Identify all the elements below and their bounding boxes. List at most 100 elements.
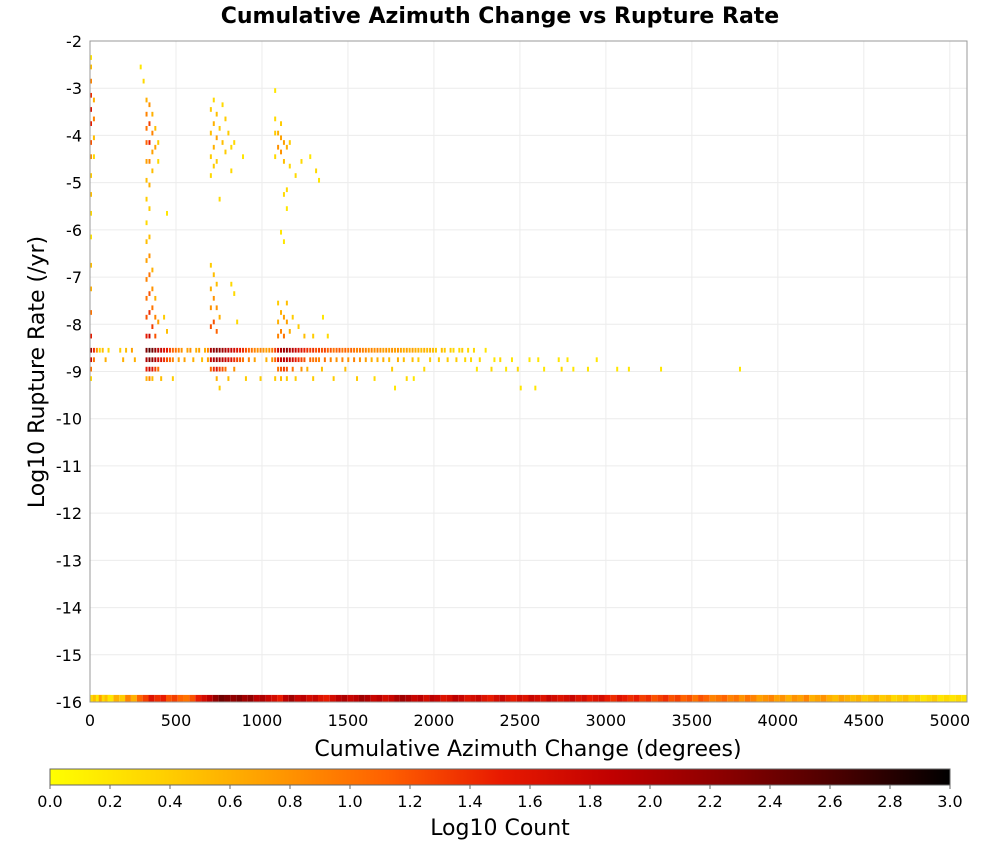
heatmap-cell bbox=[171, 376, 174, 381]
heatmap-cell bbox=[282, 192, 285, 197]
heatmap-band-cell bbox=[405, 694, 412, 702]
heatmap-cell bbox=[90, 55, 92, 60]
heatmap-cell bbox=[341, 347, 344, 353]
heatmap-cell bbox=[236, 347, 239, 353]
heatmap-cell bbox=[426, 347, 429, 353]
heatmap-cell bbox=[320, 347, 323, 353]
colorbar-tick-label: 0.0 bbox=[37, 792, 62, 811]
heatmap-band-cell bbox=[610, 694, 617, 702]
heatmap-band-cell bbox=[394, 694, 400, 702]
heatmap-cell bbox=[335, 347, 338, 353]
heatmap-cell bbox=[534, 385, 537, 391]
heatmap-band-cell bbox=[668, 694, 675, 702]
heatmap-band-cell bbox=[353, 694, 359, 702]
colorbar-label: Log10 Count bbox=[430, 816, 570, 841]
heatmap-cell bbox=[411, 347, 414, 353]
heatmap-cell bbox=[90, 357, 92, 363]
heatmap-cell bbox=[385, 347, 388, 353]
heatmap-cell bbox=[285, 144, 288, 150]
heatmap-cell bbox=[230, 357, 233, 363]
heatmap-cell bbox=[376, 347, 379, 353]
heatmap-cell bbox=[312, 357, 315, 363]
heatmap-cell bbox=[90, 64, 92, 70]
heatmap-band-cell bbox=[154, 694, 161, 702]
heatmap-band-cell bbox=[756, 694, 763, 702]
heatmap-cell bbox=[209, 357, 212, 363]
heatmap-band-cell bbox=[931, 694, 938, 702]
heatmap-cell bbox=[294, 173, 297, 178]
colorbar-tick-label: 2.2 bbox=[697, 792, 722, 811]
heatmap-cell bbox=[218, 125, 221, 131]
y-axis-label: Log10 Rupture Rate (/yr) bbox=[25, 236, 50, 508]
heatmap-band-cell bbox=[803, 694, 810, 702]
heatmap-cells bbox=[90, 55, 967, 702]
heatmap-cell bbox=[274, 376, 277, 381]
heatmap-cell bbox=[209, 347, 212, 353]
heatmap-band-cell bbox=[493, 694, 500, 702]
heatmap-band-cell bbox=[399, 694, 406, 702]
heatmap-cell bbox=[177, 357, 180, 363]
heatmap-cell bbox=[233, 366, 236, 372]
heatmap-cell bbox=[259, 347, 262, 353]
heatmap-band-cell bbox=[680, 694, 687, 702]
y-tick-label: -4 bbox=[66, 126, 82, 145]
heatmap-cell bbox=[104, 357, 107, 363]
heatmap-cell bbox=[157, 357, 160, 363]
heatmap-cell bbox=[151, 357, 154, 363]
heatmap-cell bbox=[417, 347, 420, 353]
heatmap-cell bbox=[145, 97, 148, 103]
heatmap-band-cell bbox=[306, 694, 313, 702]
heatmap-cell bbox=[285, 206, 288, 211]
heatmap-cell bbox=[148, 253, 151, 259]
heatmap-cell bbox=[259, 376, 262, 381]
heatmap-cell bbox=[437, 357, 440, 363]
heatmap-band-cell bbox=[294, 694, 301, 702]
heatmap-cell bbox=[274, 88, 277, 93]
heatmap-cell bbox=[282, 366, 285, 372]
heatmap-band-cell bbox=[651, 694, 658, 702]
heatmap-cell bbox=[364, 347, 367, 353]
heatmap-cell bbox=[312, 333, 315, 339]
heatmap-band-cell bbox=[645, 694, 652, 702]
x-tick-label: 5000 bbox=[929, 711, 970, 730]
heatmap-cell bbox=[370, 357, 373, 363]
heatmap-cell bbox=[405, 376, 408, 381]
heatmap-band-cell bbox=[148, 694, 155, 702]
heatmap-cell bbox=[145, 196, 148, 202]
heatmap-band-cell bbox=[475, 694, 482, 702]
y-tick-label: -11 bbox=[56, 457, 82, 476]
heatmap-band-cell bbox=[692, 694, 699, 702]
colorbar-tick-label: 3.0 bbox=[937, 792, 962, 811]
colorbar-tick-label: 2.4 bbox=[757, 792, 782, 811]
colorbar bbox=[49, 768, 951, 786]
heatmap-cell bbox=[145, 347, 148, 353]
heatmap-cell bbox=[227, 347, 230, 353]
heatmap-cell bbox=[125, 347, 128, 353]
heatmap-band-cell bbox=[259, 694, 266, 702]
heatmap-band-cell bbox=[364, 694, 371, 702]
heatmap-cell bbox=[291, 357, 294, 363]
heatmap-band-cell bbox=[914, 694, 921, 702]
heatmap-cell bbox=[166, 357, 169, 363]
heatmap-cell bbox=[145, 295, 148, 301]
heatmap-cell bbox=[90, 234, 92, 240]
heatmap-band-cell bbox=[253, 694, 260, 702]
heatmap-band-cell bbox=[838, 694, 845, 702]
heatmap-cell bbox=[282, 347, 285, 353]
heatmap-cell bbox=[98, 347, 101, 353]
y-tick-label: -7 bbox=[66, 268, 82, 287]
heatmap-band-cell bbox=[195, 694, 202, 702]
heatmap-cell bbox=[148, 206, 151, 211]
heatmap-cell bbox=[315, 168, 318, 174]
heatmap-cell bbox=[215, 135, 218, 141]
heatmap-band-cell bbox=[791, 694, 798, 702]
heatmap-cell bbox=[288, 347, 291, 353]
x-tick-label: 2500 bbox=[500, 711, 541, 730]
heatmap-cell bbox=[90, 286, 92, 292]
y-tick-label: -9 bbox=[66, 363, 82, 382]
heatmap-cell bbox=[274, 154, 277, 160]
heatmap-cell bbox=[382, 347, 385, 353]
y-tick-label: -13 bbox=[56, 551, 82, 570]
heatmap-cell bbox=[189, 347, 192, 353]
heatmap-cell bbox=[230, 168, 233, 174]
